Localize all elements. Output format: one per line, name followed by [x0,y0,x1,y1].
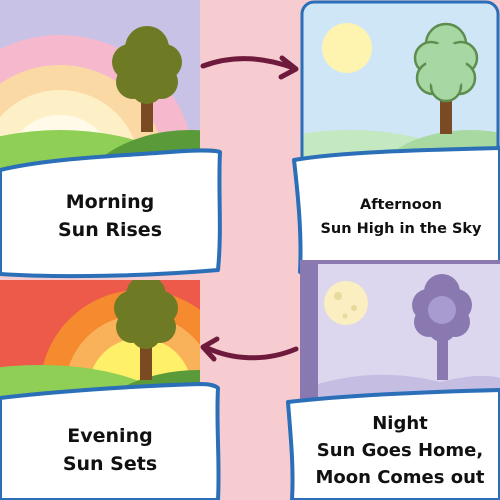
evening-subtitle: Sun Sets [62,453,158,475]
night-subtitle-line1: Sun Goes Home, [316,439,484,461]
night-title: Night [372,412,428,434]
night-moon [324,281,368,325]
evening-title: Evening [67,425,153,447]
morning-caption-card [0,148,222,279]
afternoon-title: Afternoon [359,197,442,213]
arrow-morning-to-afternoon [200,55,299,80]
arrow-night-to-evening [200,336,299,362]
afternoon-caption: Afternoon Sun High in the Sky [302,172,500,262]
night-tree-icon [412,274,472,380]
morning-subtitle: Sun Rises [58,219,162,241]
evening-caption-card [0,382,221,500]
evening-tree-icon [114,280,178,380]
morning-tree-icon [112,26,182,132]
afternoon-tree-icon [413,22,479,134]
afternoon-sun [322,23,372,73]
morning-caption: Morning Sun Rises [0,170,220,262]
night-caption: Night Sun Goes Home, Moon Comes out [300,400,500,500]
evening-caption: Evening Sun Sets [0,400,220,500]
afternoon-subtitle: Sun High in the Sky [320,221,482,237]
night-caption-card [286,388,500,500]
morning-title: Morning [65,191,155,213]
night-subtitle-line2: Moon Comes out [315,466,485,488]
